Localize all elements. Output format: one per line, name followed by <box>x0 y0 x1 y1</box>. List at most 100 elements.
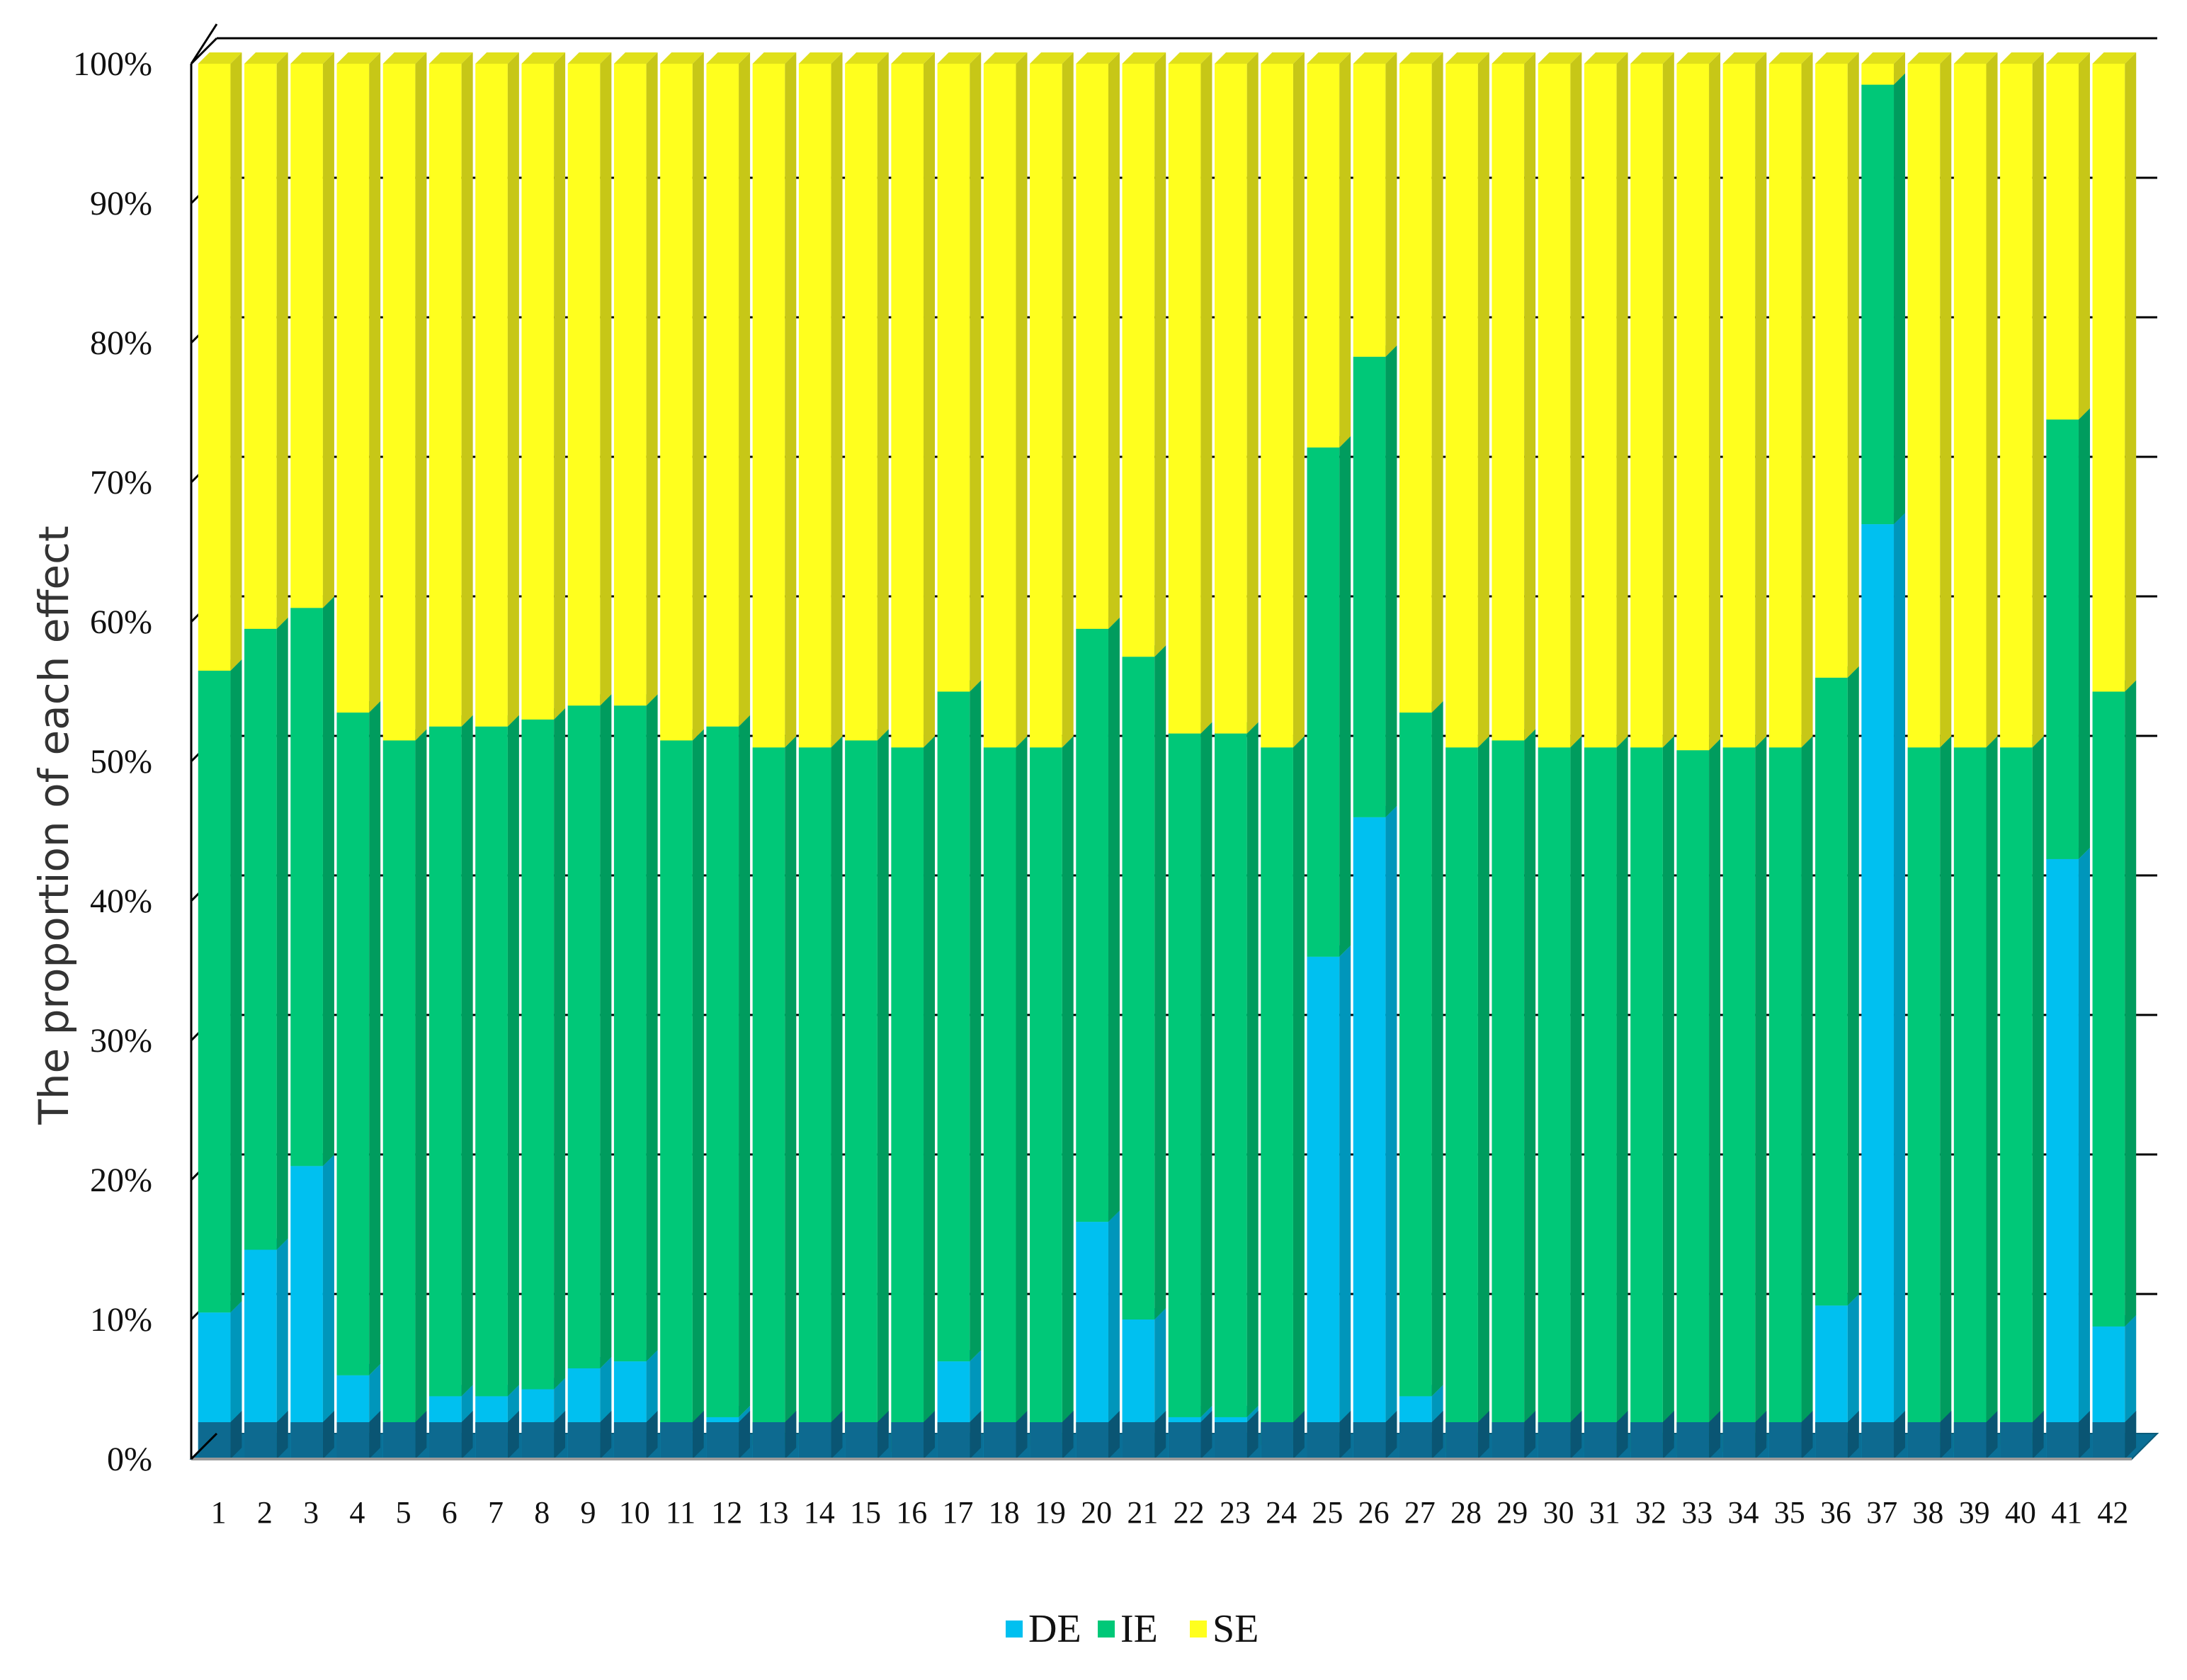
bar-base-side <box>415 1411 427 1459</box>
bar-base-6 <box>428 1411 473 1459</box>
bar-side <box>1339 436 1351 957</box>
bar-top <box>1815 52 1859 64</box>
bar-front <box>1907 747 1941 1446</box>
bar-front <box>1768 747 1802 1438</box>
bar-front <box>845 740 877 1438</box>
bar-base-25 <box>1307 1411 1351 1459</box>
bar-base-side <box>646 1411 658 1459</box>
x-tick-label: 36 <box>1820 1495 1851 1530</box>
bar-top <box>706 52 751 64</box>
bar-base-side <box>1894 1411 1906 1459</box>
bar-front <box>1768 64 1802 748</box>
bar-side <box>461 715 473 1397</box>
bar-base-8 <box>521 1411 566 1459</box>
bar-front <box>1215 733 1247 1417</box>
x-tick-label: 16 <box>896 1495 927 1530</box>
legend-swatch <box>1098 1621 1115 1638</box>
bar-front <box>1399 64 1432 713</box>
bar-side <box>1801 736 1813 1438</box>
bar-front <box>1122 64 1155 657</box>
bar-side <box>831 736 843 1446</box>
bar-side <box>646 694 658 1362</box>
bar-ie-40 <box>2000 736 2044 1446</box>
bar-se-37 <box>1861 52 1906 85</box>
bar-se-2 <box>244 52 288 629</box>
bar-base-front <box>567 1422 601 1459</box>
bar-front <box>1307 64 1340 448</box>
bar-top <box>983 52 1028 64</box>
bar-side <box>2032 52 2044 748</box>
bar-ie-10 <box>613 694 658 1362</box>
x-tick-label: 31 <box>1589 1495 1620 1530</box>
bar-side <box>970 680 982 1362</box>
bar-ie-14 <box>798 736 843 1446</box>
bar-front <box>1168 64 1201 734</box>
bar-front <box>1538 747 1571 1446</box>
bar-se-33 <box>1676 52 1721 751</box>
bar-front <box>567 705 601 1368</box>
x-tick-label: 8 <box>534 1495 550 1530</box>
bar-base-9 <box>567 1411 612 1459</box>
bar-ie-22 <box>1168 722 1212 1417</box>
bar-front <box>1353 817 1386 1459</box>
bar-base-side <box>785 1411 797 1459</box>
bar-se-10 <box>613 52 658 706</box>
bar-base-front <box>1076 1422 1108 1459</box>
bar-front <box>1815 64 1848 678</box>
bar-top <box>1215 52 1259 64</box>
x-tick-label: 12 <box>711 1495 742 1530</box>
bar-se-36 <box>1815 52 1859 678</box>
bar-base-side <box>1524 1411 1536 1459</box>
bar-base-front <box>1953 1422 1987 1459</box>
y-tick-label: 50% <box>90 743 152 781</box>
bar-front <box>1307 447 1340 957</box>
bar-front <box>1861 84 1895 525</box>
bar-base-front <box>1030 1422 1062 1459</box>
bar-front <box>1861 524 1895 1459</box>
bar-front <box>1676 64 1710 751</box>
bar-base-20 <box>1076 1411 1120 1459</box>
bar-se-18 <box>983 52 1028 748</box>
bar-base-front <box>660 1422 693 1459</box>
bar-side <box>1894 52 1906 85</box>
y-tick-label: 80% <box>90 324 152 362</box>
bar-base-side <box>461 1411 473 1459</box>
bar-base-front <box>290 1422 323 1459</box>
x-tick-label: 26 <box>1358 1495 1390 1530</box>
bar-se-6 <box>428 52 473 727</box>
bar-top <box>567 52 612 64</box>
bar-front <box>1261 747 1293 1446</box>
bar-side <box>276 52 288 629</box>
bar-top <box>1722 52 1767 64</box>
bar-top <box>752 52 797 64</box>
bar-top <box>428 52 473 64</box>
bar-base-side <box>2125 1411 2137 1459</box>
x-tick-label: 7 <box>488 1495 504 1530</box>
x-tick-label: 21 <box>1127 1495 1158 1530</box>
bar-side <box>1431 52 1443 713</box>
bar-base-side <box>2078 1411 2090 1459</box>
x-tick-label: 34 <box>1727 1495 1759 1530</box>
bar-base-side <box>692 1411 704 1459</box>
x-tick-label: 40 <box>2005 1495 2036 1530</box>
bar-se-38 <box>1907 52 1952 748</box>
bar-base-front <box>798 1422 831 1459</box>
x-tick-label: 41 <box>2051 1495 2082 1530</box>
bar-ie-17 <box>937 680 982 1362</box>
bar-base-38 <box>1907 1411 1952 1459</box>
bar-base-12 <box>706 1411 751 1459</box>
bar-front <box>198 670 231 1313</box>
bar-ie-36 <box>1815 666 1859 1306</box>
bar-se-20 <box>1076 52 1120 629</box>
bar-side <box>1570 736 1582 1446</box>
bar-top <box>1307 52 1351 64</box>
bar-base-front <box>1445 1422 1478 1459</box>
bar-side <box>1662 736 1674 1453</box>
bar-front <box>1445 64 1478 748</box>
bar-base-side <box>877 1411 889 1459</box>
bar-side <box>600 52 612 706</box>
bar-side <box>1755 52 1767 748</box>
x-tick-label: 33 <box>1681 1495 1712 1530</box>
bar-side <box>1062 736 1074 1446</box>
bar-side <box>1016 52 1028 748</box>
